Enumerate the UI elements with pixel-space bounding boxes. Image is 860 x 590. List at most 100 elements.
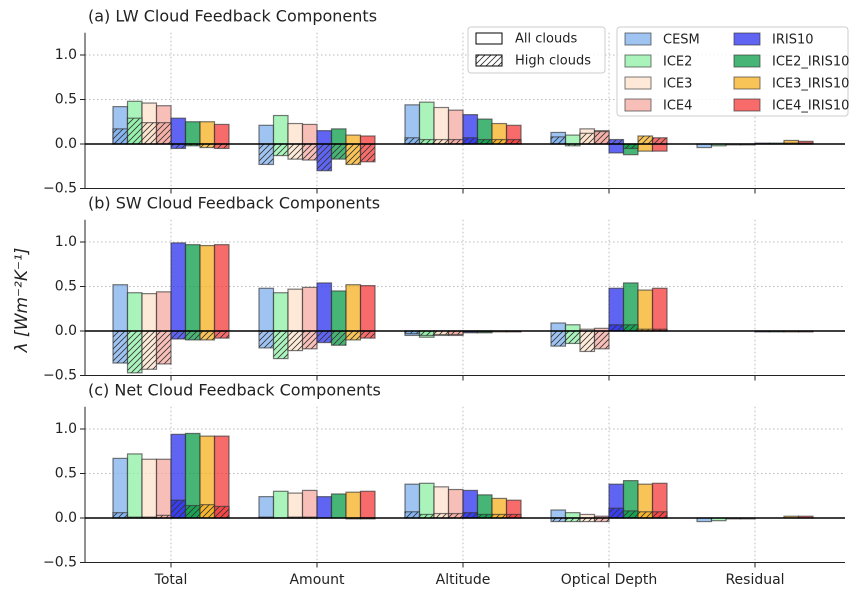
bar-high-clouds (579, 330, 596, 353)
bar-all-clouds (301, 123, 318, 145)
legend-patch (624, 32, 652, 46)
bar-all-clouds (126, 292, 143, 332)
bar-high-clouds (637, 135, 654, 145)
legend-box (616, 26, 849, 117)
bar-high-clouds (184, 504, 201, 519)
bar-high-clouds (301, 330, 318, 350)
bar-high-clouds (462, 137, 479, 145)
bar-all-clouds (112, 457, 129, 519)
y-tick-label: 0.0 (55, 510, 77, 526)
bar-all-clouds (418, 101, 435, 145)
legend-patch (624, 76, 652, 90)
bar-all-clouds (359, 490, 376, 519)
x-tick-label: Total (154, 572, 188, 588)
bar-high-clouds (141, 122, 158, 145)
y-tick-label: 1.0 (55, 234, 77, 250)
y-tick-label: 0.5 (55, 279, 77, 295)
bar-high-clouds (564, 330, 581, 345)
bar-high-clouds (199, 330, 216, 341)
bar-all-clouds (141, 458, 158, 519)
bar-high-clouds (345, 330, 362, 341)
bar-all-clouds (258, 287, 275, 332)
y-tick-label: 0.0 (55, 323, 77, 339)
bar-high-clouds (608, 507, 625, 519)
bar-all-clouds (359, 135, 376, 145)
legend-patch (475, 32, 503, 45)
legend-patch (733, 32, 761, 46)
x-tick-label: Altitude (436, 572, 491, 588)
bar-high-clouds (622, 324, 639, 332)
y-axis-label: λ [Wm⁻²K⁻¹] (12, 248, 32, 354)
bar-high-clouds (330, 330, 347, 346)
bar-high-clouds (155, 330, 172, 365)
y-tick-label: 0.5 (55, 466, 77, 482)
y-tick-label: 0.5 (55, 92, 77, 108)
bar-high-clouds (112, 512, 129, 519)
bar-all-clouds (301, 286, 318, 332)
bar-high-clouds (651, 511, 668, 519)
legend-label: All clouds (515, 32, 577, 47)
y-tick-label: 1.0 (55, 421, 77, 437)
bar-all-clouds (170, 242, 187, 332)
bar-high-clouds (608, 324, 625, 332)
bar-all-clouds (345, 134, 362, 145)
legend-patch (624, 98, 652, 112)
legend-label: IRIS10 (772, 33, 814, 48)
bar-high-clouds (112, 330, 129, 364)
y-tick-label: −0.5 (43, 368, 77, 384)
legend-label: ICE2 (663, 55, 692, 70)
bar-all-clouds (418, 482, 435, 519)
panel-title: (b) SW Cloud Feedback Components (88, 193, 380, 212)
bar-high-clouds (301, 143, 318, 161)
bar-high-clouds (126, 117, 143, 145)
legend-label: ICE4 (663, 99, 692, 114)
legend-label: ICE3 (663, 77, 692, 92)
bar-all-clouds (637, 289, 654, 332)
legend-label: CESM (663, 33, 700, 48)
bar-all-clouds (287, 122, 304, 145)
bar-all-clouds (155, 458, 172, 519)
bar-all-clouds (126, 453, 143, 519)
bar-high-clouds (170, 330, 187, 340)
bar-all-clouds (316, 282, 333, 332)
bar-high-clouds (550, 330, 567, 347)
bar-all-clouds (345, 491, 362, 519)
bar-all-clouds (316, 496, 333, 519)
bar-all-clouds (550, 509, 567, 519)
bar-all-clouds (287, 492, 304, 519)
bar-high-clouds (550, 136, 567, 145)
bar-all-clouds (272, 292, 289, 332)
bar-high-clouds (258, 330, 275, 349)
bar-high-clouds (359, 143, 376, 163)
bar-high-clouds (112, 128, 129, 145)
bar-high-clouds (651, 137, 668, 145)
bar-all-clouds (359, 285, 376, 332)
bar-all-clouds (316, 130, 333, 145)
x-tick-label: Amount (289, 572, 345, 588)
bar-high-clouds (593, 330, 610, 350)
bar-all-clouds (213, 123, 230, 145)
bar-high-clouds (213, 505, 230, 519)
legend-label: ICE4_IRIS10 (772, 99, 849, 114)
bar-all-clouds (184, 244, 201, 332)
bar-high-clouds (199, 504, 216, 519)
bar-all-clouds (213, 435, 230, 519)
bar-all-clouds (564, 512, 581, 519)
legend-patch (733, 76, 761, 90)
bar-high-clouds (155, 122, 172, 145)
bar-all-clouds (258, 496, 275, 519)
bar-all-clouds (112, 284, 129, 332)
bar-all-clouds (330, 128, 347, 145)
bar-all-clouds (330, 493, 347, 519)
bar-high-clouds (330, 143, 347, 160)
bar-all-clouds (608, 143, 625, 154)
bar-high-clouds (404, 137, 421, 145)
y-tick-label: 0.0 (55, 136, 77, 152)
bar-all-clouds (330, 290, 347, 332)
panel-title: (c) Net Cloud Feedback Components (88, 380, 381, 399)
y-tick-label: −0.5 (43, 181, 77, 197)
bar-all-clouds (258, 124, 275, 145)
bar-all-clouds (199, 121, 216, 145)
